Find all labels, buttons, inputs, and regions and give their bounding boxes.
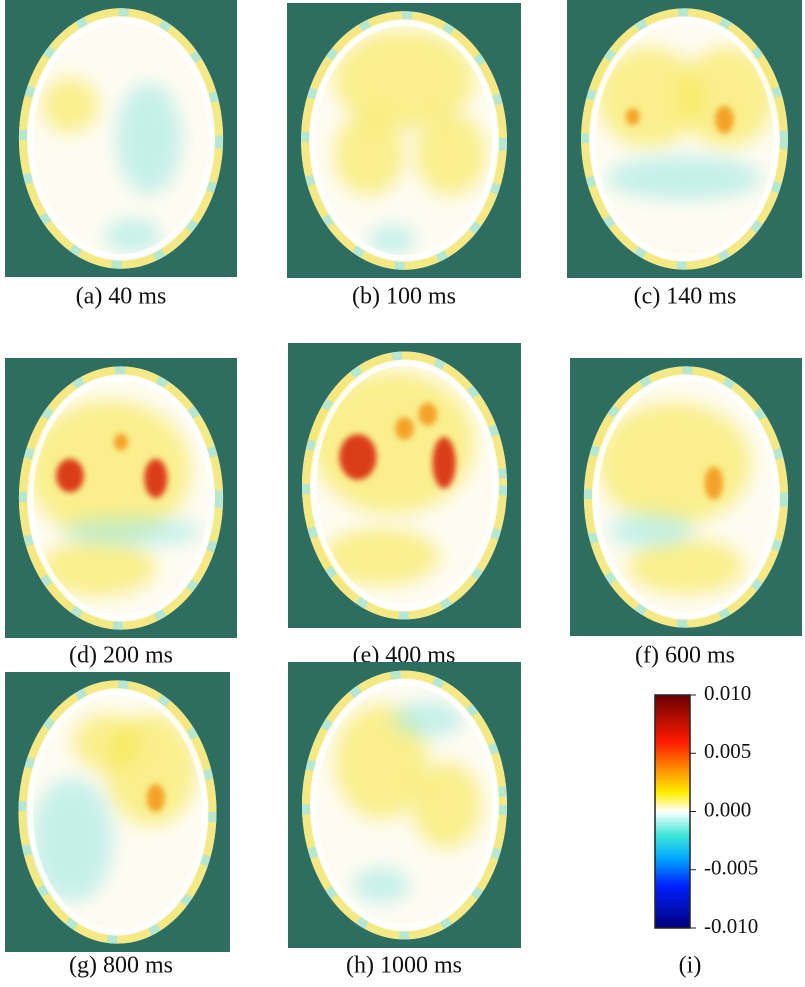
activity xyxy=(333,30,486,254)
activity-blob xyxy=(32,778,113,902)
activity-blob xyxy=(418,402,438,426)
activity xyxy=(32,714,197,902)
activity-blob xyxy=(63,517,203,546)
activity-blob xyxy=(39,540,156,596)
activity-blob xyxy=(628,538,744,595)
panel xyxy=(288,662,521,948)
skull-ring-dash xyxy=(301,11,507,270)
activity-blob xyxy=(609,513,693,548)
activity-blob xyxy=(28,400,191,540)
activity-blob xyxy=(392,702,463,737)
activity-blob xyxy=(411,762,482,848)
activity-blob xyxy=(72,714,140,770)
panel-caption: (i) xyxy=(679,953,702,979)
skull-inner xyxy=(590,17,779,261)
skull-ring-dash xyxy=(18,8,224,269)
skull-ring-dash xyxy=(583,366,789,628)
skull-ring-dash xyxy=(581,8,788,270)
activity xyxy=(334,702,482,903)
activity-blob xyxy=(353,867,410,903)
colorbar-tick-label: -0.005 xyxy=(704,856,758,880)
activity xyxy=(597,402,751,595)
activity xyxy=(311,371,475,586)
panel xyxy=(5,358,237,638)
colorbar-tick-label: 0.005 xyxy=(704,739,751,763)
activity-blob xyxy=(415,113,486,196)
colorbar-tick-label: 0.000 xyxy=(704,797,751,821)
skull-inner xyxy=(593,375,779,619)
activity-blob xyxy=(42,77,98,133)
activity xyxy=(597,47,774,201)
panel xyxy=(5,0,237,277)
activity-blob xyxy=(606,155,763,201)
skull-inner xyxy=(28,17,214,260)
panel xyxy=(287,3,521,278)
panel-caption: (g) 800 ms xyxy=(69,953,173,979)
panel-caption: (b) 100 ms xyxy=(352,284,456,310)
activity-blob xyxy=(333,30,475,130)
colorbar xyxy=(654,694,691,929)
activity-blob xyxy=(625,108,640,126)
skull-ring-dash xyxy=(301,670,508,940)
panel-caption: (c) 140 ms xyxy=(634,284,737,310)
panel xyxy=(288,343,521,628)
skull-inner xyxy=(310,20,498,261)
panel xyxy=(5,672,230,952)
activity-blob xyxy=(432,437,456,489)
activity-blob xyxy=(395,417,414,440)
panel xyxy=(570,358,802,636)
activity-blob xyxy=(597,47,701,148)
skull-ring-dash xyxy=(18,366,224,630)
activity-blob xyxy=(715,105,734,134)
activity-blob xyxy=(322,528,440,586)
activity-blob xyxy=(339,434,377,480)
activity-blob xyxy=(704,466,724,500)
colorbar-tick-label: 0.010 xyxy=(704,681,751,705)
panel xyxy=(567,0,802,278)
activity xyxy=(42,77,182,253)
activity-blob xyxy=(597,402,751,525)
skull-inner xyxy=(28,689,207,935)
activity-blob xyxy=(368,225,416,254)
skull-ring-dash xyxy=(301,351,508,620)
skull-inner xyxy=(311,680,498,930)
panel-caption: (a) 40 ms xyxy=(76,284,167,310)
panel-caption: (f) 600 ms xyxy=(635,643,735,669)
skull-ring-dash xyxy=(18,680,217,944)
activity-blob xyxy=(146,784,165,812)
activity-blob xyxy=(679,47,774,148)
activity xyxy=(28,400,203,596)
activity-blob xyxy=(114,433,128,451)
colorbar-tick-label: -0.010 xyxy=(704,914,758,938)
skull-inner xyxy=(311,361,498,610)
activity-blob xyxy=(104,218,161,253)
panel-caption: (h) 1000 ms xyxy=(346,953,462,979)
activity-blob xyxy=(334,704,428,820)
activity-blob xyxy=(333,113,404,196)
activity-blob xyxy=(116,83,182,194)
activity-blob xyxy=(56,458,84,493)
skull-inner xyxy=(28,375,214,621)
activity-blob xyxy=(144,458,168,498)
panel-caption: (d) 200 ms xyxy=(69,643,173,669)
